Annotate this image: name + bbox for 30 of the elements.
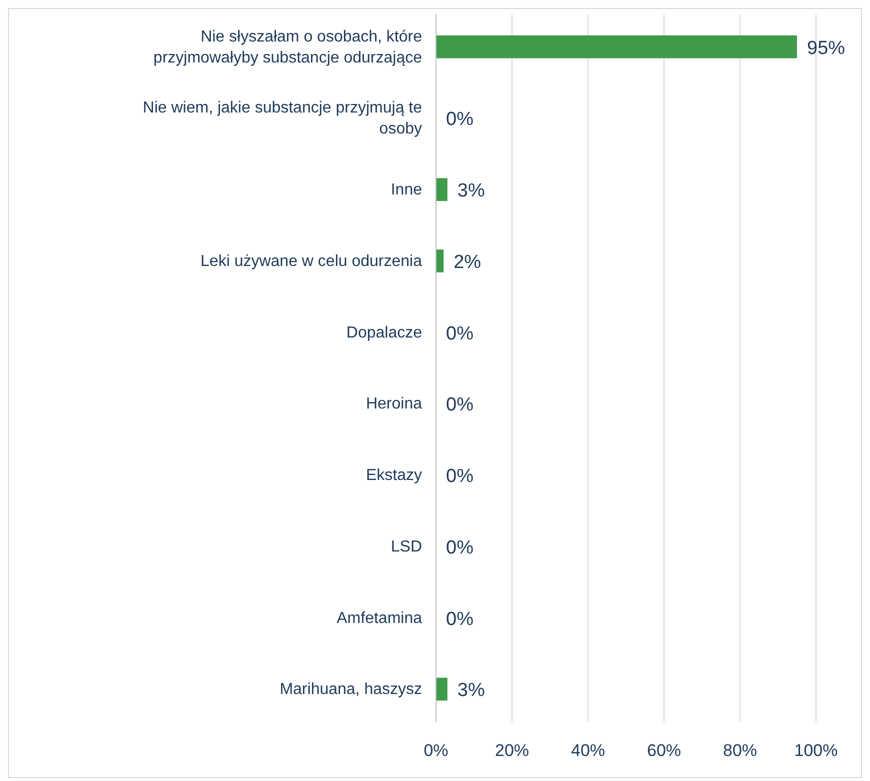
data-label: 0%: [446, 394, 474, 416]
y-tick-label: Nie słyszałam o osobach, które przyjmowałyby substancje odurzające: [153, 28, 422, 66]
x-tick-label: 60%: [646, 741, 682, 760]
x-tick-label: 0%: [424, 741, 448, 760]
y-tick-label: Marihuana, haszysz: [280, 681, 422, 698]
y-tick-label: Amfetamina: [336, 610, 422, 627]
data-label: 0%: [446, 608, 474, 630]
data-label: 0%: [446, 466, 474, 488]
y-tick-label: Dopalacze: [346, 324, 422, 342]
bar: [436, 35, 797, 58]
y-tick-label: Leki używane w celu odurzenia: [200, 252, 422, 270]
data-label: 0%: [446, 323, 474, 344]
bar: [436, 250, 444, 272]
data-label: 0%: [446, 109, 474, 130]
y-tick-label: Heroina: [366, 396, 422, 413]
data-label: 0%: [446, 537, 474, 558]
y-tick-label: Ekstazy: [366, 467, 422, 484]
y-tick-label: Inne: [390, 182, 422, 199]
data-label: 2%: [454, 252, 482, 273]
y-tick-label: Nie wiem, jakie substancje przyjmują te osoby: [142, 100, 422, 138]
x-tick-label: 40%: [570, 741, 606, 760]
y-tick-label: LSD: [390, 538, 422, 556]
x-tick-label: 80%: [722, 741, 758, 760]
data-label: 95%: [807, 38, 846, 59]
data-label: 3%: [457, 680, 485, 702]
bar: [436, 178, 448, 201]
x-tick-label: 100%: [794, 741, 838, 760]
bar: [436, 678, 448, 701]
x-tick-label: 20%: [494, 741, 530, 760]
data-label: 3%: [457, 180, 485, 202]
